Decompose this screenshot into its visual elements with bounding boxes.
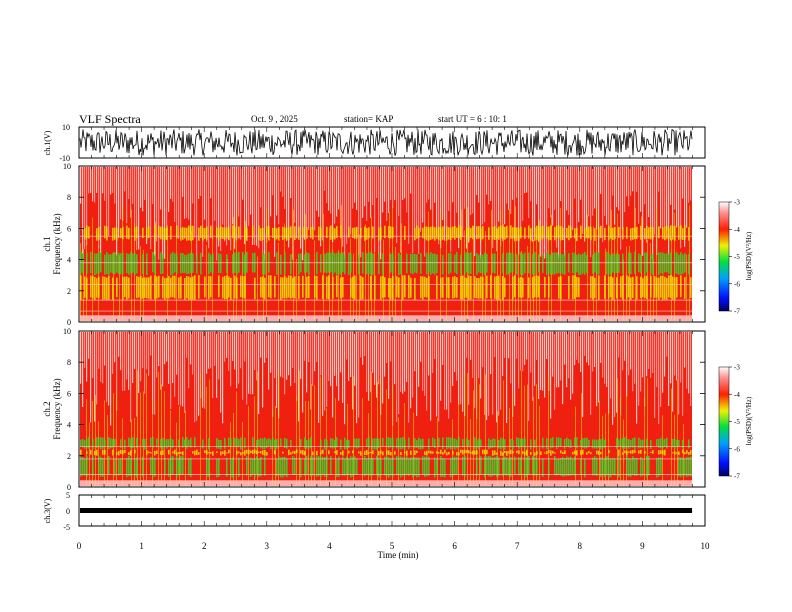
- ch3-waveform-ytick-mid: 0: [66, 507, 70, 516]
- ch2-spectrogram-ylabel: Frequency (kHz): [52, 378, 62, 439]
- ch1-colorbar-tick-label: -6: [734, 280, 740, 288]
- ch2-spectrogram-ytick-label: 8: [67, 358, 71, 367]
- ch2-spectrogram-heatmap: [80, 332, 692, 487]
- ch3-waveform-ytick-top: 5: [66, 491, 70, 500]
- ch1-spectrogram-ylabel: Frequency (kHz): [52, 213, 62, 274]
- time-tick-label: 4: [327, 541, 332, 551]
- time-axis-tick-labels: 0 1 2 3 4 5 6 7 8 9 10: [77, 541, 710, 551]
- start-time-label: start UT = 6 : 10: 1: [438, 114, 507, 124]
- ch1-waveform-panel: 10 -10 ch.1(V): [43, 123, 706, 163]
- time-tick-label: 6: [452, 541, 457, 551]
- ch2-spectrogram-ytick-label: 10: [63, 327, 71, 336]
- ch1-spectrogram-heatmap: [80, 167, 692, 322]
- ch1-colorbar: -3 -4 -5 -6 -7 log(PSD)(V²/Hz): [718, 199, 753, 316]
- ch1-spectrogram-ytick-label: 6: [67, 224, 71, 233]
- time-tick-label: 0: [77, 541, 82, 551]
- ch1-spectrogram-channel-label: ch.1: [42, 236, 52, 251]
- time-tick-label: 2: [202, 541, 207, 551]
- time-tick-label: 3: [265, 541, 270, 551]
- ch2-colorbar-tick-label: -7: [734, 473, 740, 481]
- ch1-waveform-ylabel: ch.1(V): [43, 130, 52, 155]
- ch2-spectrogram-ytick-label: 4: [67, 421, 71, 430]
- ch2-colorbar-tick-label: -5: [734, 418, 740, 426]
- ch2-spectrogram-panel: 0 2 4 6 8 10 ch.2 Frequency (kHz): [42, 327, 706, 492]
- date-label: Oct. 9 , 2025: [251, 114, 298, 124]
- time-axis-label: Time (min): [378, 550, 419, 560]
- ch3-waveform-ytick-bottom: -5: [63, 523, 70, 532]
- ch1-colorbar-tick-label: -4: [734, 226, 740, 234]
- ch2-colorbar-label: log(PSD)(V²/Hz): [745, 396, 753, 445]
- ch1-colorbar-tick-label: -7: [734, 308, 740, 316]
- ch1-spectrogram-ytick-label: 8: [67, 193, 71, 202]
- time-tick-label: 7: [515, 541, 520, 551]
- ch1-colorbar-label: log(PSD)(V²/Hz): [745, 231, 753, 280]
- figure-title: VLF Spectra: [79, 112, 141, 126]
- time-tick-label: 1: [139, 541, 144, 551]
- ch1-waveform-line: [79, 128, 693, 156]
- time-axis-ticks: [78, 127, 706, 526]
- ch2-colorbar-gradient: [718, 366, 730, 477]
- ch3-waveform-line: [79, 507, 693, 514]
- ch2-spectrogram-ytick-label: 0: [67, 483, 71, 492]
- time-tick-label: 8: [578, 541, 583, 551]
- time-tick-label: 9: [640, 541, 645, 551]
- ch3-waveform-band: [80, 508, 692, 513]
- ch1-waveform-ytick-top: 10: [62, 123, 70, 132]
- station-label: station= KAP: [344, 114, 393, 124]
- ch2-spectrogram-channel-label: ch.2: [42, 401, 52, 416]
- time-tick-label: 10: [701, 541, 711, 551]
- ch1-spectrogram-ytick-label: 4: [67, 256, 71, 265]
- ch2-colorbar-tick-label: -6: [734, 445, 740, 453]
- ch3-waveform-ylabel: ch.3(V): [43, 498, 52, 523]
- ch2-spectrogram-ytick-label: 2: [67, 452, 71, 461]
- ch2-colorbar-tick-label: -3: [734, 364, 740, 372]
- ch1-colorbar-tick-label: -5: [734, 253, 740, 261]
- time-tick-label: 5: [390, 541, 395, 551]
- ch2-colorbar: -3 -4 -5 -6 -7 log(PSD)(V²/Hz): [718, 364, 753, 481]
- ch1-spectrogram-panel: 0 2 4 6 8 10 ch.1 Frequency (kHz): [42, 162, 706, 327]
- ch1-colorbar-tick-label: -3: [734, 199, 740, 207]
- ch1-spectrogram-ytick-label: 0: [67, 318, 71, 327]
- ch1-spectrogram-ytick-label: 10: [63, 162, 71, 171]
- ch1-waveform-ytick-bottom: -10: [59, 154, 70, 163]
- ch1-spectrogram-ytick-label: 2: [67, 287, 71, 296]
- ch1-colorbar-gradient: [718, 201, 730, 312]
- ch2-colorbar-tick-label: -4: [734, 391, 740, 399]
- ch3-waveform-panel: 5 0 -5 ch.3(V): [43, 491, 706, 532]
- ch2-spectrogram-ytick-label: 6: [67, 389, 71, 398]
